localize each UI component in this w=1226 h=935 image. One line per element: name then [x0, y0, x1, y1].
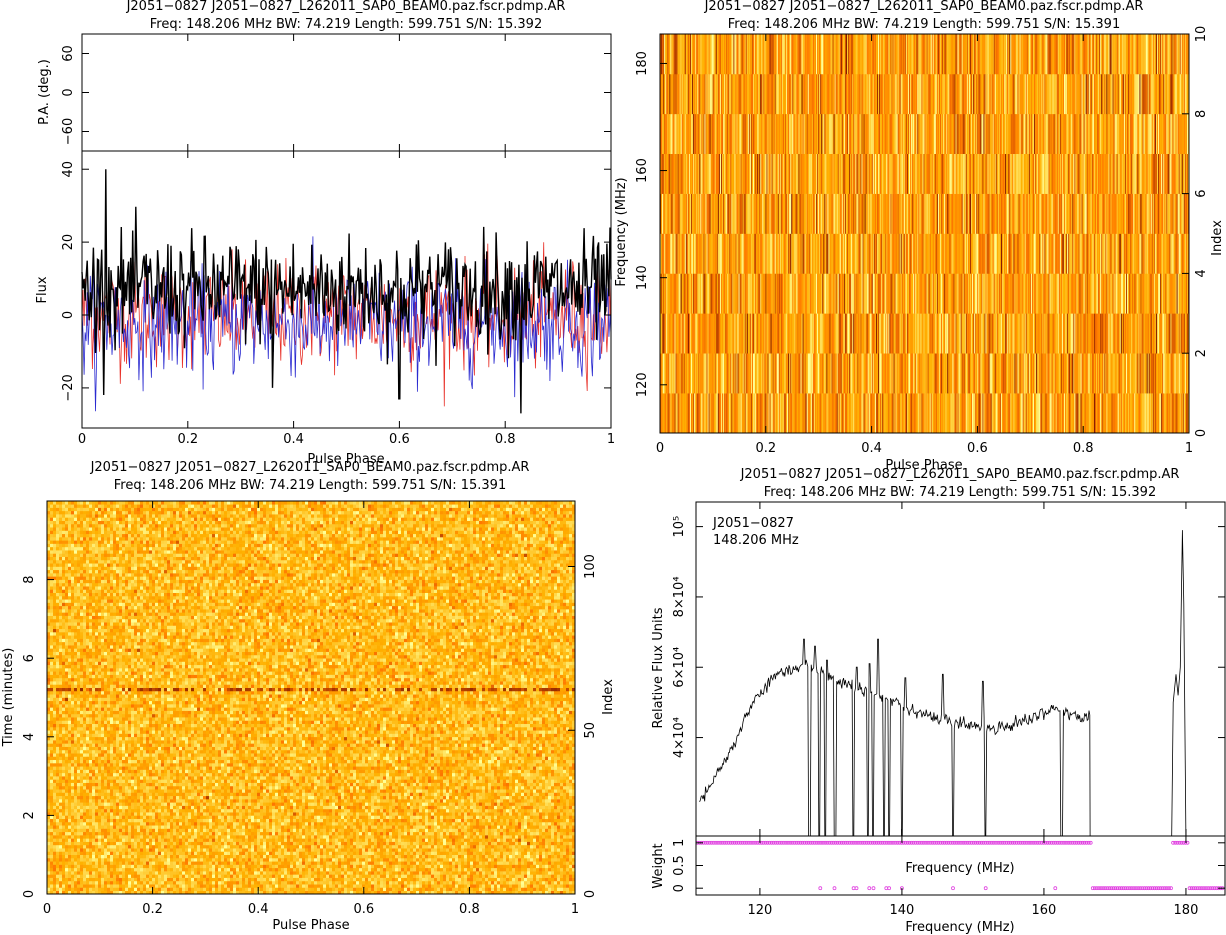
freq-phase-heatmap [660, 34, 1189, 433]
pa-y-tick-label: 60 [61, 45, 76, 62]
profile-x-tick-label: 0.4 [283, 432, 304, 447]
profile-x-tick-label: 1 [607, 432, 615, 447]
pa-frame [82, 34, 611, 151]
profile-subtitle: Freq: 148.206 MHz BW: 74.219 Length: 599… [150, 17, 542, 32]
profile-x-tick-label: 0.6 [389, 432, 410, 447]
flux-y-tick-label: 0 [61, 311, 76, 319]
profile-title: J2051−0827 J2051−0827_L262011_SAP0_BEAM0… [126, 0, 566, 14]
freq-phase-title: J2051−0827 J2051−0827_L262011_SAP0_BEAM0… [704, 0, 1144, 14]
pa-y-tick-label: −60 [61, 118, 76, 145]
profile-x-tick-label: 0 [78, 432, 86, 447]
profile-series-I [82, 169, 611, 413]
flux-y-tick-label: −20 [61, 374, 76, 401]
profile-axes: 0 0.2 0.4 0.6 0.8 1 −60 0 60 −20 0 20 40 [61, 34, 615, 447]
profile-plot-area [82, 169, 611, 413]
flux-y-tick-label: 40 [61, 161, 76, 178]
profile-x-tick-label: 0.2 [177, 432, 198, 447]
pa-axis-label: P.A. (deg.) [37, 59, 52, 125]
pa-y-tick-label: 0 [61, 88, 76, 96]
freq-phase-subtitle: Freq: 148.206 MHz BW: 74.219 Length: 599… [728, 17, 1120, 32]
profile-panel: J2051−0827 J2051−0827_L262011_SAP0_BEAM0… [35, 0, 615, 467]
flux-axis-label: Flux [35, 276, 50, 303]
freq-phase-panel: J2051−0827 J2051−0827_L262011_SAP0_BEAM0… [614, 0, 1225, 473]
profile-x-tick-label: 0.8 [495, 432, 516, 447]
flux-y-tick-label: 20 [61, 234, 76, 251]
